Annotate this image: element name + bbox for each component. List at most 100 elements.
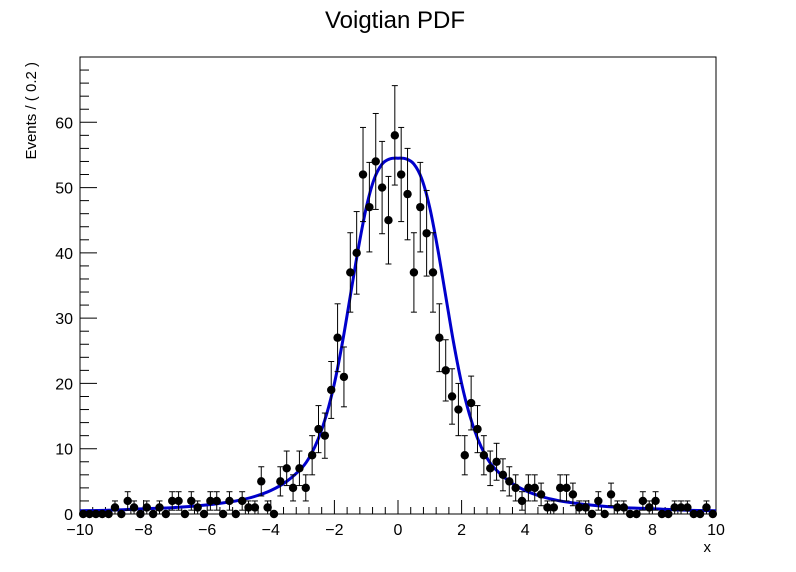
data-marker: [339, 372, 349, 382]
data-marker: [568, 490, 578, 499]
data-marker: [454, 405, 463, 414]
data-points-layer: [78, 85, 718, 519]
data-point: [244, 500, 253, 514]
data-marker: [416, 202, 425, 212]
data-marker: [314, 424, 323, 434]
data-marker: [187, 496, 196, 506]
data-marker: [142, 503, 151, 512]
data-point: [117, 509, 126, 519]
data-marker: [320, 431, 330, 440]
data-point: [466, 375, 476, 431]
data-point: [129, 500, 139, 514]
data-marker: [492, 457, 501, 466]
data-point: [587, 509, 597, 519]
data-marker: [110, 503, 120, 512]
data-marker: [594, 496, 603, 506]
data-marker: [625, 509, 635, 519]
data-point: [212, 491, 221, 511]
data-marker: [702, 503, 711, 512]
data-point: [85, 509, 94, 519]
x-tick-label: −10: [66, 522, 93, 539]
data-point: [664, 509, 673, 519]
y-tick-label: 40: [55, 246, 73, 263]
data-point: [498, 458, 508, 492]
data-point: [613, 500, 622, 514]
data-marker: [664, 509, 673, 519]
data-marker: [549, 503, 559, 512]
data-marker: [288, 483, 298, 493]
data-marker: [168, 496, 177, 506]
data-point: [269, 509, 279, 519]
data-marker: [206, 496, 215, 506]
data-marker: [377, 183, 387, 192]
data-marker: [543, 503, 552, 512]
y-tick-label: 20: [55, 376, 73, 393]
x-tick-label: 0: [394, 522, 403, 539]
data-point: [187, 491, 196, 511]
data-point: [320, 412, 330, 459]
y-tick-label: 30: [55, 311, 73, 328]
data-point: [206, 491, 215, 511]
data-marker: [78, 509, 88, 519]
data-marker: [263, 503, 272, 512]
data-point: [441, 339, 450, 402]
data-marker: [645, 503, 654, 512]
data-marker: [237, 496, 247, 506]
data-marker: [129, 503, 139, 512]
data-marker: [517, 496, 527, 506]
data-marker: [581, 503, 590, 512]
data-marker: [562, 483, 571, 493]
data-marker: [358, 170, 368, 179]
y-tick-label: 50: [55, 181, 73, 198]
data-marker: [301, 483, 310, 493]
data-marker: [695, 509, 705, 519]
data-point: [257, 466, 266, 497]
data-point: [517, 491, 527, 511]
data-point: [218, 509, 228, 519]
data-marker: [587, 509, 597, 519]
data-marker: [606, 490, 616, 499]
data-point: [536, 482, 546, 507]
data-point: [645, 500, 654, 514]
data-marker: [676, 503, 686, 512]
data-point: [657, 509, 667, 519]
data-point: [231, 509, 241, 519]
data-point: [479, 435, 489, 476]
data-marker: [365, 202, 374, 212]
data-marker: [327, 385, 336, 395]
data-point: [123, 491, 132, 511]
data-point: [689, 509, 698, 519]
data-marker: [91, 509, 101, 519]
x-tick-label: 8: [648, 522, 657, 539]
data-point: [110, 500, 120, 514]
data-point: [549, 500, 559, 514]
data-marker: [613, 503, 622, 512]
data-marker: [199, 509, 209, 519]
data-point: [702, 500, 711, 514]
data-marker: [422, 229, 431, 238]
chart-title: Voigtian PDF: [325, 7, 465, 34]
fit-curve: [79, 156, 717, 513]
data-marker: [689, 509, 698, 519]
data-marker: [505, 477, 514, 486]
data-point: [371, 112, 380, 210]
data-marker: [104, 509, 113, 519]
y-tick-label: 10: [55, 442, 73, 459]
data-point: [511, 474, 520, 502]
data-marker: [174, 496, 183, 506]
data-point: [530, 474, 539, 502]
x-tick-label: 6: [584, 522, 593, 539]
data-marker: [396, 170, 406, 179]
data-point: [333, 303, 342, 373]
data-marker: [441, 366, 450, 375]
data-point: [295, 450, 304, 487]
data-point: [346, 232, 355, 313]
data-marker: [276, 477, 285, 486]
data-marker: [231, 509, 241, 519]
data-point: [632, 509, 641, 519]
data-point: [365, 161, 374, 253]
data-point: [301, 474, 310, 502]
data-point: [409, 232, 419, 313]
data-point: [250, 500, 260, 514]
